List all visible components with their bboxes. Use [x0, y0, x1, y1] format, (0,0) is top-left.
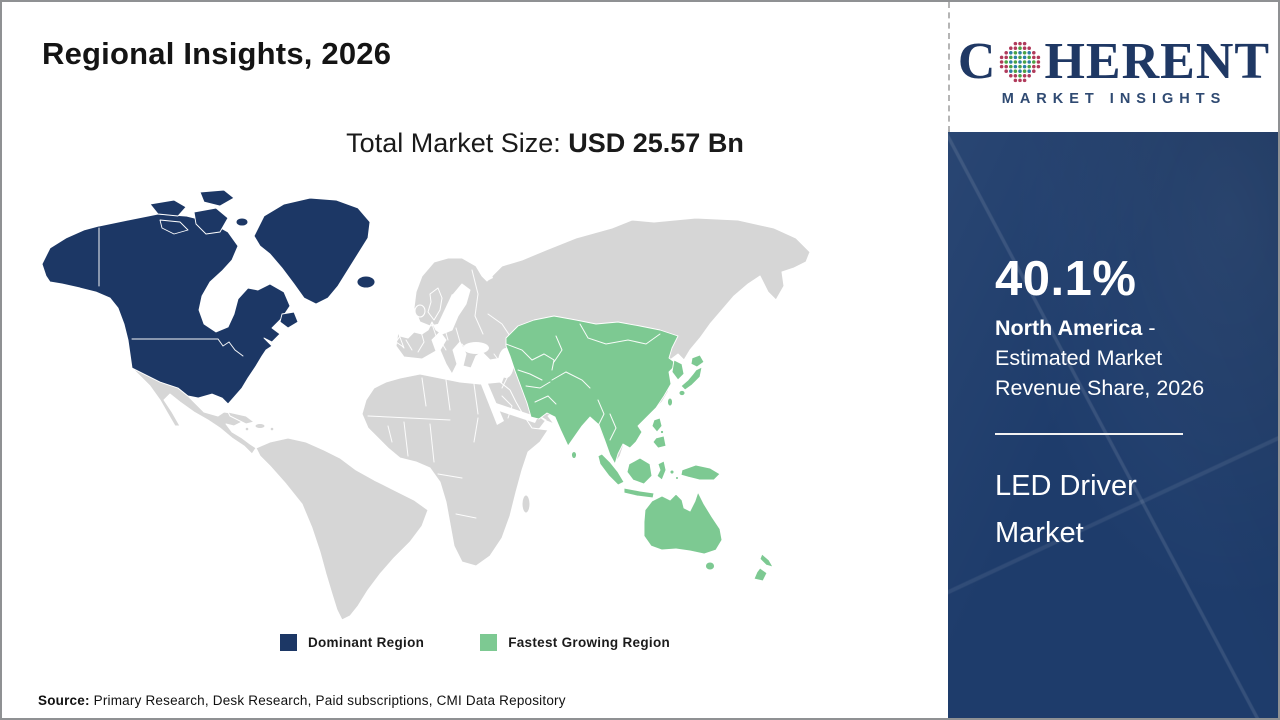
market-share-region: North America	[995, 316, 1143, 341]
source-label: Source:	[38, 693, 90, 708]
market-share-suffix: - Estimated Market Revenue Share, 2026	[995, 316, 1205, 400]
legend-item-dominant: Dominant Region	[279, 634, 425, 651]
region-rest-of-world	[131, 217, 811, 621]
region-asia-pacific-fastest-growing	[505, 315, 774, 582]
world-map	[41, 189, 811, 621]
highlight-sidebar: 40.1% North America - Estimated Market R…	[948, 132, 1278, 718]
region-north-america-dominant	[41, 189, 376, 405]
logo-letters-rest: HERENT	[1044, 32, 1271, 90]
world-map-container	[32, 174, 942, 629]
country-borders-gray	[367, 269, 527, 519]
legend-label-dominant: Dominant Region	[307, 635, 425, 650]
right-panel: C HERENT MARKET INSIGHTS 40.1% North Ame…	[948, 2, 1278, 718]
market-share-description: North America - Estimated Market Revenue…	[995, 314, 1240, 403]
market-share-value: 40.1%	[995, 252, 1137, 306]
logo-wordmark: C HERENT	[957, 32, 1271, 90]
page-title: Regional Insights, 2026	[42, 36, 392, 71]
legend-item-fastest-growing: Fastest Growing Region	[480, 634, 670, 651]
legend-swatch-dominant	[279, 634, 297, 651]
source-text: Primary Research, Desk Research, Paid su…	[89, 693, 566, 708]
brand-logo: C HERENT MARKET INSIGHTS	[948, 2, 1278, 132]
total-market-size-label: Total Market Size:	[346, 128, 569, 158]
madagascar	[521, 494, 531, 514]
legend-label-fastest-growing: Fastest Growing Region	[508, 635, 671, 650]
sidebar-divider	[995, 433, 1183, 436]
sea-overlays	[436, 269, 538, 425]
asia-pacific-internal-borders	[505, 323, 661, 441]
north-america-internal-borders	[98, 227, 244, 357]
logo-globe-icon	[1000, 41, 1041, 82]
logo-letter-c: C	[957, 32, 997, 90]
main-panel: Regional Insights, 2026 Total Market Siz…	[2, 2, 948, 718]
market-name: LED Driver Market	[995, 470, 1137, 550]
total-market-size: Total Market Size: USD 25.57 Bn	[2, 128, 948, 159]
legend-swatch-fastest-growing	[480, 634, 498, 651]
source-note: Source: Primary Research, Desk Research,…	[38, 693, 566, 708]
logo-tagline: MARKET INSIGHTS	[1001, 90, 1227, 107]
map-legend: Dominant Region Fastest Growing Region	[2, 634, 948, 651]
total-market-size-value: USD 25.57 Bn	[568, 128, 744, 158]
